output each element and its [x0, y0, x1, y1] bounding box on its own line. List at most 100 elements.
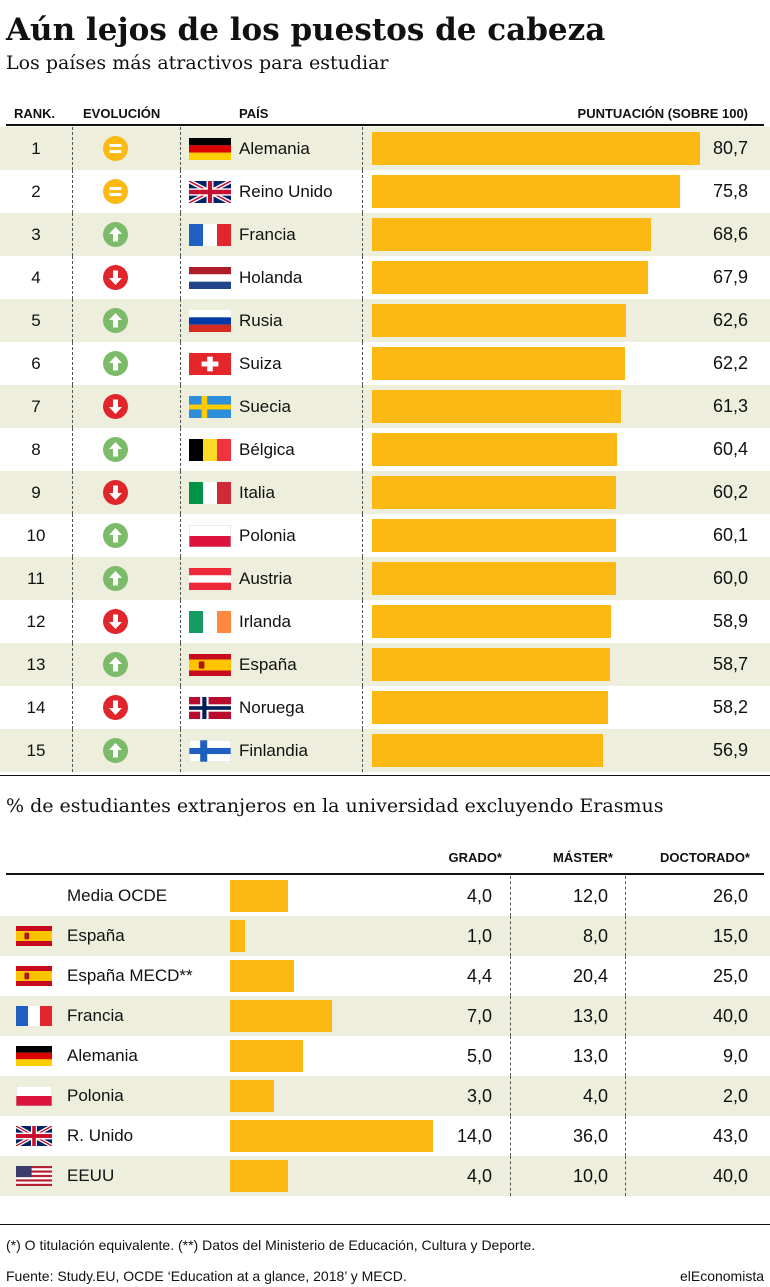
header-rank: RANK. [14, 106, 56, 121]
poland-flag-icon [189, 525, 231, 547]
column-separator [72, 127, 73, 170]
sweden-flag-icon [189, 396, 231, 418]
country-name: R. Unido [67, 1126, 134, 1145]
column-separator [72, 729, 73, 772]
country-name: Suiza [239, 354, 282, 373]
header-score: PUNTUACIÓN (SOBRE 100) [577, 106, 748, 121]
table-row: 4 Holanda 67,9 [0, 256, 770, 299]
austria-flag-icon [189, 568, 231, 590]
column-separator [72, 514, 73, 557]
grado-bar [230, 1000, 332, 1032]
evolution-up-icon [103, 222, 128, 247]
master-value: 13,0 [572, 1046, 608, 1066]
country-name: Bélgica [239, 440, 295, 459]
table-row: 12 Irlanda 58,9 [0, 600, 770, 643]
score-bar [372, 519, 616, 552]
column-separator [180, 643, 181, 686]
column-separator [180, 170, 181, 213]
column-separator [72, 299, 73, 342]
spain-flag-icon [16, 966, 52, 986]
column-separator [625, 916, 626, 956]
column-separator [72, 213, 73, 256]
column-separator [180, 342, 181, 385]
column-separator [362, 729, 363, 772]
chart-subtitle: Los países más atractivos para estudiar [6, 52, 389, 74]
column-separator [625, 956, 626, 996]
table-row: España MECD** 4,4 20,4 25,0 [0, 956, 770, 996]
table-row: Francia 7,0 13,0 40,0 [0, 996, 770, 1036]
country-name: Polonia [239, 526, 296, 545]
country-name: Holanda [239, 268, 303, 287]
rank-number: 11 [27, 569, 45, 588]
header-doctorado: DOCTORADO* [659, 850, 750, 865]
column-separator [72, 170, 73, 213]
column-separator [72, 256, 73, 299]
column-separator [510, 1116, 511, 1156]
table-row: Media OCDE 4,0 12,0 26,0 [0, 876, 770, 916]
score-bar [372, 261, 648, 294]
country-name: Irlanda [239, 612, 291, 631]
country-name: España [239, 655, 297, 674]
header-grado: GRADO* [448, 850, 502, 865]
footnote-divider [0, 1224, 770, 1225]
column-separator [72, 557, 73, 600]
master-value: 4,0 [582, 1086, 608, 1106]
table-row: EEUU 4,0 10,0 40,0 [0, 1156, 770, 1196]
score-bar [372, 691, 608, 724]
rank-number: 15 [26, 741, 46, 760]
score-value: 75,8 [712, 181, 748, 201]
score-bar [372, 734, 603, 767]
ranking-table: 1 Alemania 80,7 2 Reino Unido 75,8 3 Francia 68,… [0, 127, 770, 772]
finland-flag-icon [189, 740, 231, 762]
column-separator [362, 342, 363, 385]
grado-bar [230, 960, 294, 992]
evolution-equal-icon [103, 179, 128, 204]
doctorado-value: 40,0 [712, 1006, 748, 1026]
master-value: 12,0 [572, 886, 608, 906]
column-separator [180, 213, 181, 256]
column-separator [180, 428, 181, 471]
column-separator [72, 686, 73, 729]
chart-title: Aún lejos de los puestos de cabeza [6, 12, 606, 48]
score-bar [372, 648, 610, 681]
evolution-down-icon [103, 394, 128, 419]
column-separator [510, 1076, 511, 1116]
evolution-equal-icon [103, 136, 128, 161]
column-separator [510, 996, 511, 1036]
rank-number: 2 [31, 182, 41, 201]
score-bar [372, 390, 621, 423]
column-separator [625, 1036, 626, 1076]
section-divider [0, 775, 770, 776]
master-value: 10,0 [572, 1166, 608, 1186]
table-row: 2 Reino Unido 75,8 [0, 170, 770, 213]
column-separator [362, 299, 363, 342]
score-value: 60,0 [712, 568, 748, 588]
grado-value: 1,0 [466, 926, 492, 946]
italy-flag-icon [189, 482, 231, 504]
column-separator [180, 600, 181, 643]
column-separator [362, 170, 363, 213]
footnote: (*) O titulación equivalente. (**) Datos… [6, 1237, 536, 1253]
column-separator [180, 729, 181, 772]
score-bar [372, 476, 616, 509]
score-value: 80,7 [712, 138, 748, 158]
column-separator [72, 643, 73, 686]
evolution-down-icon [103, 695, 128, 720]
evolution-up-icon [103, 652, 128, 677]
column-separator [625, 996, 626, 1036]
brand-logo-text: elEconomista [679, 1268, 764, 1284]
column-separator [362, 686, 363, 729]
header-evolution: EVOLUCIÓN [83, 106, 161, 121]
doctorado-value: 43,0 [712, 1126, 748, 1146]
doctorado-value: 9,0 [722, 1046, 748, 1066]
score-value: 60,1 [712, 525, 748, 545]
table-row: 6 Suiza 62,2 [0, 342, 770, 385]
poland-flag-icon [16, 1086, 52, 1106]
evolution-up-icon [103, 308, 128, 333]
table-row: 5 Rusia 62,6 [0, 299, 770, 342]
column-separator [362, 127, 363, 170]
column-separator [180, 557, 181, 600]
rank-number: 10 [26, 526, 46, 545]
norway-flag-icon [189, 697, 231, 719]
column-separator [362, 256, 363, 299]
